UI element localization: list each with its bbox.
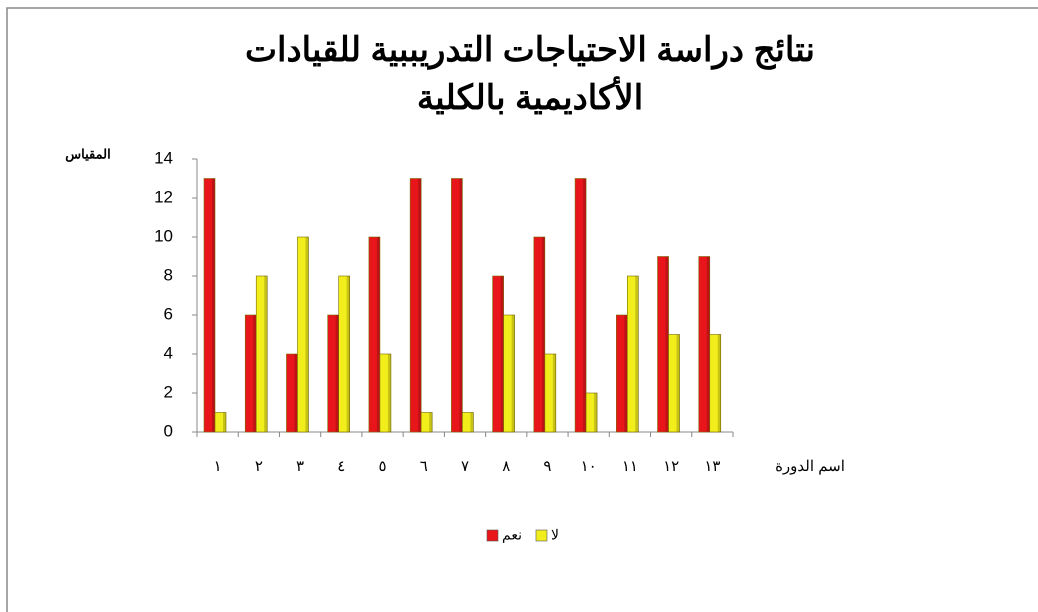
bar [338, 275, 350, 433]
bar [255, 275, 268, 433]
chart-border [6, 7, 1038, 612]
x-tick-label: ٢ [255, 458, 263, 475]
bar-shade [387, 354, 391, 432]
bar-shade [223, 412, 226, 432]
bar-shade [253, 315, 257, 432]
bar-shade [665, 256, 669, 432]
bar-shade [305, 237, 309, 432]
legend-swatch [535, 529, 548, 542]
bar-shade [541, 237, 545, 432]
x-tick-label: ٨ [502, 458, 510, 475]
y-tick-label: 10 [154, 226, 173, 245]
legend-swatch [486, 529, 499, 542]
bar [203, 178, 216, 433]
x-tick-label: ١٢ [663, 458, 679, 475]
bar-shade [500, 276, 504, 432]
bar-shade [552, 354, 556, 432]
x-tick-label: ١٣ [704, 458, 720, 475]
bar [409, 178, 422, 433]
bar-shade [376, 237, 380, 432]
bar [503, 314, 515, 433]
y-tick-label: 14 [154, 148, 173, 167]
bar-shade [429, 412, 433, 432]
bar [368, 236, 381, 433]
bar [451, 178, 463, 433]
bar-shade [635, 276, 639, 432]
bar [214, 412, 227, 433]
bar-shade [470, 412, 474, 432]
x-tick-label: ١ [214, 458, 222, 475]
bar-shade [294, 354, 298, 432]
bar-shade [346, 276, 350, 432]
x-tick-label: ٧ [461, 458, 469, 475]
bar [668, 334, 680, 433]
bar-shade [717, 334, 721, 432]
bar [585, 392, 598, 433]
bar-shade [335, 315, 339, 432]
x-tick-label: ١١ [622, 458, 638, 475]
y-tick-label: 2 [164, 382, 173, 401]
bar-shade [264, 276, 268, 432]
bar-shade [594, 393, 598, 432]
y-tick-label: 8 [164, 265, 173, 284]
bar-shade [459, 178, 463, 432]
legend-label: لا [551, 527, 559, 543]
bar-shade [583, 178, 587, 432]
bar [709, 334, 722, 433]
bar [627, 275, 639, 433]
x-axis-label: اسم الدورة [775, 458, 845, 475]
y-axis-label: المقياس [65, 146, 110, 162]
x-tick-label: ٦ [420, 458, 428, 475]
bar [379, 353, 392, 433]
bar-shade [418, 178, 422, 432]
legend-label: نعم [502, 527, 522, 544]
bar-shade [212, 178, 215, 432]
bar-shade [624, 315, 628, 432]
chart-title: نتائج دراسة الاحتياجات التدريببية للقياد… [245, 31, 815, 70]
bar [544, 353, 557, 433]
bar-shade [676, 334, 680, 432]
y-tick-label: 6 [164, 304, 173, 323]
bar-shade [706, 256, 710, 432]
x-tick-label: ٥ [379, 458, 387, 475]
bar [420, 412, 433, 433]
bar-shade [511, 315, 515, 432]
x-tick-label: ١٠ [581, 458, 597, 475]
bar [574, 178, 587, 433]
bar [462, 412, 474, 433]
y-tick-label: 0 [164, 421, 173, 440]
chart-title: الأكاديمية بالكلية [417, 76, 643, 117]
bar [297, 236, 309, 433]
x-tick-label: ٩ [543, 458, 551, 475]
x-tick-label: ٣ [296, 458, 304, 475]
x-tick-label: ٤ [337, 458, 345, 475]
bar [533, 236, 546, 433]
y-tick-label: 4 [164, 343, 173, 362]
y-tick-label: 12 [154, 187, 173, 206]
